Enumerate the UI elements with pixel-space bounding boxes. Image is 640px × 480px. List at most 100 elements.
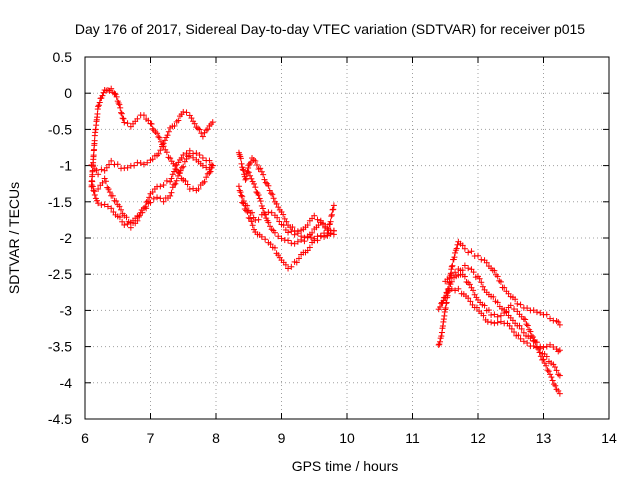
- data-point: [118, 110, 125, 117]
- data-point: [549, 377, 556, 384]
- data-point: [239, 193, 246, 200]
- data-point: [167, 178, 174, 185]
- data-point: [146, 194, 153, 201]
- data-point: [501, 284, 508, 291]
- data-point: [258, 202, 265, 209]
- data-point: [95, 171, 102, 178]
- data-point: [309, 229, 316, 236]
- data-point: [238, 192, 245, 199]
- data-point: [98, 166, 105, 173]
- data-point: [327, 218, 334, 225]
- data-point: [274, 214, 281, 221]
- data-point: [452, 287, 459, 294]
- data-point: [199, 162, 206, 169]
- data-point: [523, 321, 530, 328]
- data-point: [252, 184, 259, 191]
- data-point: [95, 200, 102, 207]
- data-point: [488, 319, 495, 326]
- data-point: [237, 155, 244, 162]
- data-point: [118, 206, 125, 213]
- data-point: [478, 279, 485, 286]
- data-point: [206, 166, 213, 173]
- data-point: [178, 164, 185, 171]
- data-point: [518, 325, 525, 332]
- data-point: [522, 316, 529, 323]
- data-point: [262, 179, 269, 186]
- data-point: [544, 367, 551, 374]
- data-point: [325, 226, 332, 233]
- data-point: [113, 198, 120, 205]
- data-point: [134, 115, 141, 122]
- data-point: [449, 262, 456, 269]
- data-point: [91, 191, 98, 198]
- data-point: [167, 155, 174, 162]
- data-point: [520, 315, 527, 322]
- data-point: [291, 231, 298, 238]
- data-point: [190, 185, 197, 192]
- data-point: [148, 120, 155, 127]
- data-point: [109, 192, 116, 199]
- data-point: [259, 205, 266, 212]
- data-point: [245, 169, 252, 176]
- data-point: [136, 212, 143, 219]
- data-point: [536, 349, 543, 356]
- data-point: [144, 159, 151, 166]
- data-point: [551, 364, 558, 371]
- data-point: [273, 200, 280, 207]
- data-point: [116, 101, 123, 108]
- x-tick-label: 12: [470, 430, 486, 446]
- ticks-layer: 6 7 8 9 10 11 12 13 14 0.5 0 -0.5 -1 -1.5 -2 -2.5 -3 -3.5…: [48, 49, 617, 446]
- data-point: [102, 178, 109, 185]
- x-tick-label: 10: [339, 430, 355, 446]
- data-point: [475, 252, 481, 259]
- data-point: [524, 305, 531, 312]
- data-point: [556, 347, 563, 354]
- data-point: [98, 201, 105, 208]
- data-point: [154, 194, 161, 201]
- data-point: [524, 339, 531, 346]
- data-point: [248, 218, 255, 225]
- data-point: [172, 165, 179, 172]
- data-point: [248, 175, 255, 182]
- data-point: [288, 228, 295, 235]
- data-point: [195, 185, 202, 192]
- data-point: [175, 172, 182, 179]
- data-point: [209, 119, 216, 126]
- data-point: [139, 209, 146, 216]
- data-point: [508, 325, 515, 332]
- data-point: [535, 345, 542, 352]
- data-point: [491, 267, 498, 274]
- data-point: [183, 150, 190, 157]
- data-point: [293, 259, 300, 266]
- data-point: [249, 209, 256, 216]
- data-point: [267, 223, 274, 230]
- data-point: [104, 184, 111, 191]
- data-point: [256, 195, 263, 202]
- data-point: [160, 182, 167, 189]
- data-point: [317, 232, 324, 239]
- data-point: [240, 167, 247, 174]
- data-point: [265, 219, 272, 226]
- data-point: [547, 315, 554, 322]
- data-point: [517, 335, 524, 342]
- data-point: [445, 287, 452, 294]
- data-point: [291, 240, 298, 247]
- data-point: [260, 171, 267, 178]
- data-point: [527, 328, 534, 335]
- data-point: [268, 190, 275, 197]
- data-point: [485, 307, 492, 314]
- data-point: [515, 332, 522, 339]
- data-point: [506, 322, 513, 329]
- data-point: [448, 285, 455, 292]
- data-point: [175, 117, 182, 124]
- data-point: [448, 263, 455, 270]
- data-point: [466, 281, 473, 288]
- data-point: [451, 254, 458, 261]
- data-point: [209, 162, 216, 169]
- data-point: [245, 214, 252, 221]
- data-point: [105, 186, 112, 193]
- data-point: [488, 311, 495, 318]
- data-point: [520, 329, 527, 336]
- data-point: [243, 207, 250, 214]
